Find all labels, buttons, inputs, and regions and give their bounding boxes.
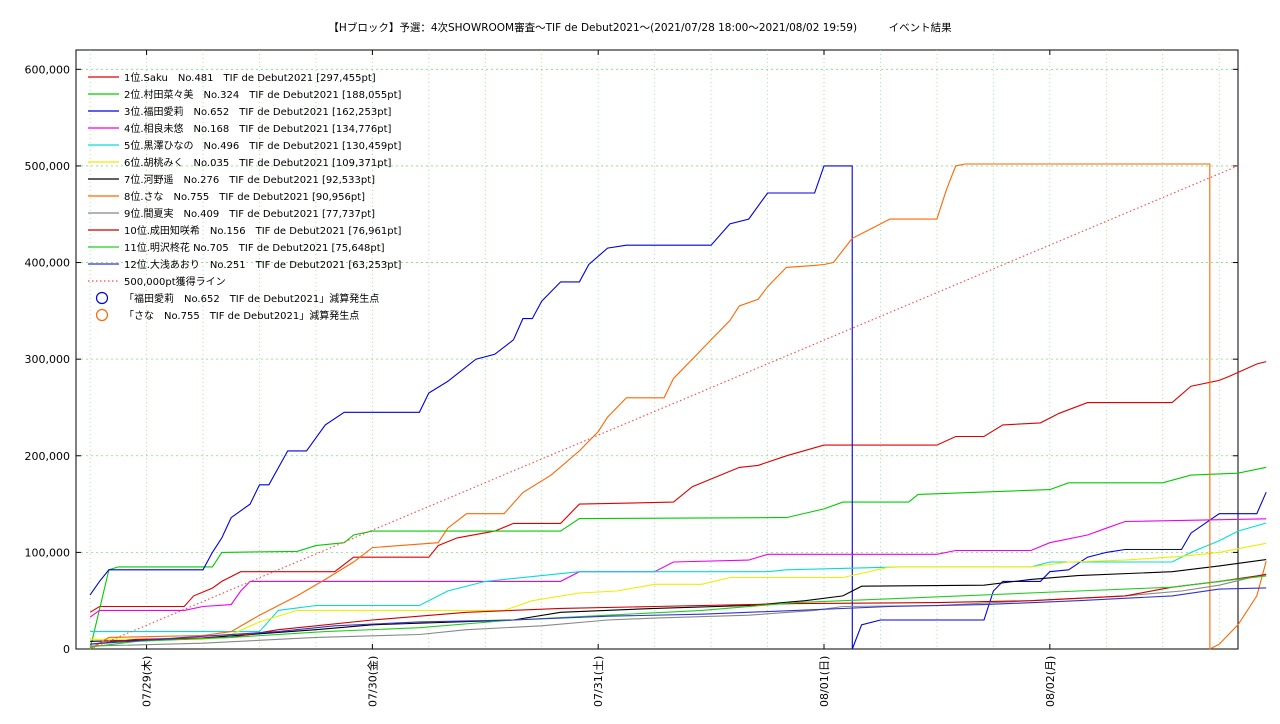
legend-label: 8位.さな No.755 TIF de Debut2021 [90,956pt] <box>124 190 365 203</box>
y-tick-label: 300,000 <box>25 353 71 366</box>
series-line-11 <box>90 575 1267 648</box>
series-line-4 <box>89 518 1267 618</box>
legend-label: 12位.大浅あおり No.251 TIF de Debut2021 [63,25… <box>124 258 402 271</box>
series-line-8 <box>89 163 1267 650</box>
legend-label: 5位.黒澤ひなの No.496 TIF de Debut2021 [130,45… <box>124 139 402 152</box>
legend-label: 6位.胡桃みく No.035 TIF de Debut2021 [109,371… <box>124 156 392 169</box>
series-line-1 <box>89 361 1267 613</box>
series-line-12 <box>90 587 1267 645</box>
y-tick-label: 0 <box>63 643 70 656</box>
legend-label: 4位.相良未悠 No.168 TIF de Debut2021 [134,776… <box>124 122 392 135</box>
legend-label: 11位.明沢柊花 No.705 TIF de Debut2021 [75,648… <box>124 241 385 254</box>
plot-frame <box>75 49 1239 650</box>
legend-marker-circle <box>95 308 109 322</box>
x-tick-label: 08/01(日) <box>818 656 831 707</box>
chart-title: 【Hブロック】予選：4次SHOWROOM審査～TIF de Debut2021～… <box>328 21 952 34</box>
series-line-3 <box>89 165 1267 650</box>
y-tick-label: 600,000 <box>25 63 71 76</box>
legend-label: 「さな No.755 TIF de Debut2021」減算発生点 <box>124 309 359 322</box>
x-tick-label: 08/02(月) <box>1044 656 1057 707</box>
legend-label: 1位.Saku No.481 TIF de Debut2021 [297,455… <box>124 71 376 84</box>
legend-label: 9位.間夏実 No.409 TIF de Debut2021 [77,737pt… <box>124 207 375 220</box>
legend-label: 2位.村田菜々美 No.324 TIF de Debut2021 [188,05… <box>124 88 402 101</box>
legend-label: 500,000pt獲得ライン <box>124 275 226 288</box>
legend-label: 7位.河野遥 No.276 TIF de Debut2021 [92,533pt… <box>124 173 375 186</box>
series-line-6 <box>90 542 1267 640</box>
y-tick-label: 400,000 <box>25 257 71 270</box>
legend-label: 3位.福田愛莉 No.652 TIF de Debut2021 [162,253… <box>124 105 392 118</box>
y-tick-label: 500,000 <box>25 160 71 173</box>
legend-label: 「福田愛莉 No.652 TIF de Debut2021」減算発生点 <box>124 292 379 305</box>
y-tick-label: 200,000 <box>25 450 71 463</box>
series-line-5 <box>90 522 1267 633</box>
legend-label: 10位.成田知咲希 No.156 TIF de Debut2021 [76,96… <box>124 224 402 237</box>
series-line-9 <box>90 573 1267 647</box>
x-tick-label: 07/31(土) <box>592 656 605 707</box>
x-tick-label: 07/29(木) <box>141 656 154 707</box>
series-line-2 <box>89 466 1267 650</box>
y-tick-label: 100,000 <box>25 546 71 559</box>
legend-marker-circle <box>95 291 109 305</box>
series-line-7 <box>90 559 1267 642</box>
x-tick-label: 07/30(金) <box>365 656 379 707</box>
